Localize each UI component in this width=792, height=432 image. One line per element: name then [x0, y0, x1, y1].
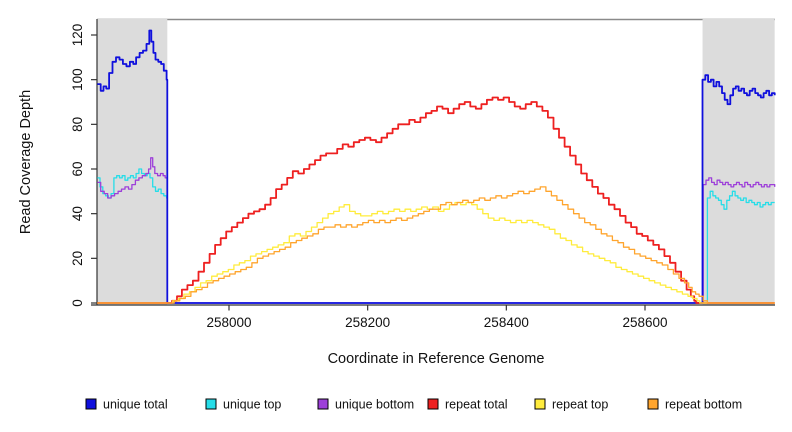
shaded-region-left	[97, 19, 168, 305]
legend-label-repeat-bottom: repeat bottom	[665, 398, 742, 412]
series-line-unique-top	[97, 168, 775, 304]
y-tick-label-20: 20	[70, 251, 85, 266]
series-line-repeat-bottom	[97, 186, 775, 304]
y-axis-title: Read Coverage Depth	[18, 90, 34, 234]
legend-swatch-unique-bottom	[317, 398, 329, 410]
series-line-repeat-top	[97, 201, 775, 304]
y-tick-label-80: 80	[70, 117, 85, 132]
legend-label-repeat-top: repeat top	[552, 398, 608, 412]
legend-label-repeat-total: repeat total	[445, 398, 508, 412]
x-tick-label-258200: 258200	[345, 315, 390, 330]
legend-item-repeat-total: repeat total	[427, 398, 508, 412]
legend-swatch-repeat-total	[427, 398, 439, 410]
legend-swatch-repeat-bottom	[647, 398, 659, 410]
legend-item-repeat-top: repeat top	[534, 398, 608, 412]
legend-swatch-repeat-top	[534, 398, 546, 410]
legend-item-unique-bottom: unique bottom	[317, 398, 414, 412]
plot-dynamic-layer: 258000 258200 258400 258600 0 20 40 60 80 100 120	[70, 18, 776, 330]
y-tick-label-120: 120	[70, 24, 85, 47]
series-line-repeat-total	[97, 96, 775, 304]
legend-label-unique-bottom: unique bottom	[335, 398, 414, 412]
series-line-unique-bottom	[97, 157, 776, 304]
x-tick-label-258600: 258600	[622, 315, 667, 330]
legend-label-unique-total: unique total	[103, 398, 168, 412]
legend-item-unique-top: unique top	[205, 398, 281, 412]
legend-swatch-unique-top	[205, 398, 217, 410]
shaded-region-right	[702, 19, 775, 305]
y-tick-label-40: 40	[70, 206, 85, 221]
x-axis-title: Coordinate in Reference Genome	[328, 351, 545, 367]
legend-item-unique-total: unique total	[85, 398, 168, 412]
legend: unique total unique top unique bottom repea…	[85, 398, 742, 412]
x-tick-label-258400: 258400	[484, 315, 529, 330]
series-line-unique-total	[97, 29, 776, 304]
legend-swatch-unique-total	[85, 398, 97, 410]
x-tick-label-258000: 258000	[206, 315, 251, 330]
y-tick-label-0: 0	[70, 299, 85, 307]
y-tick-label-60: 60	[70, 161, 85, 176]
legend-label-unique-top: unique top	[223, 398, 281, 412]
y-tick-label-100: 100	[70, 68, 85, 91]
legend-item-repeat-bottom: repeat bottom	[647, 398, 742, 412]
